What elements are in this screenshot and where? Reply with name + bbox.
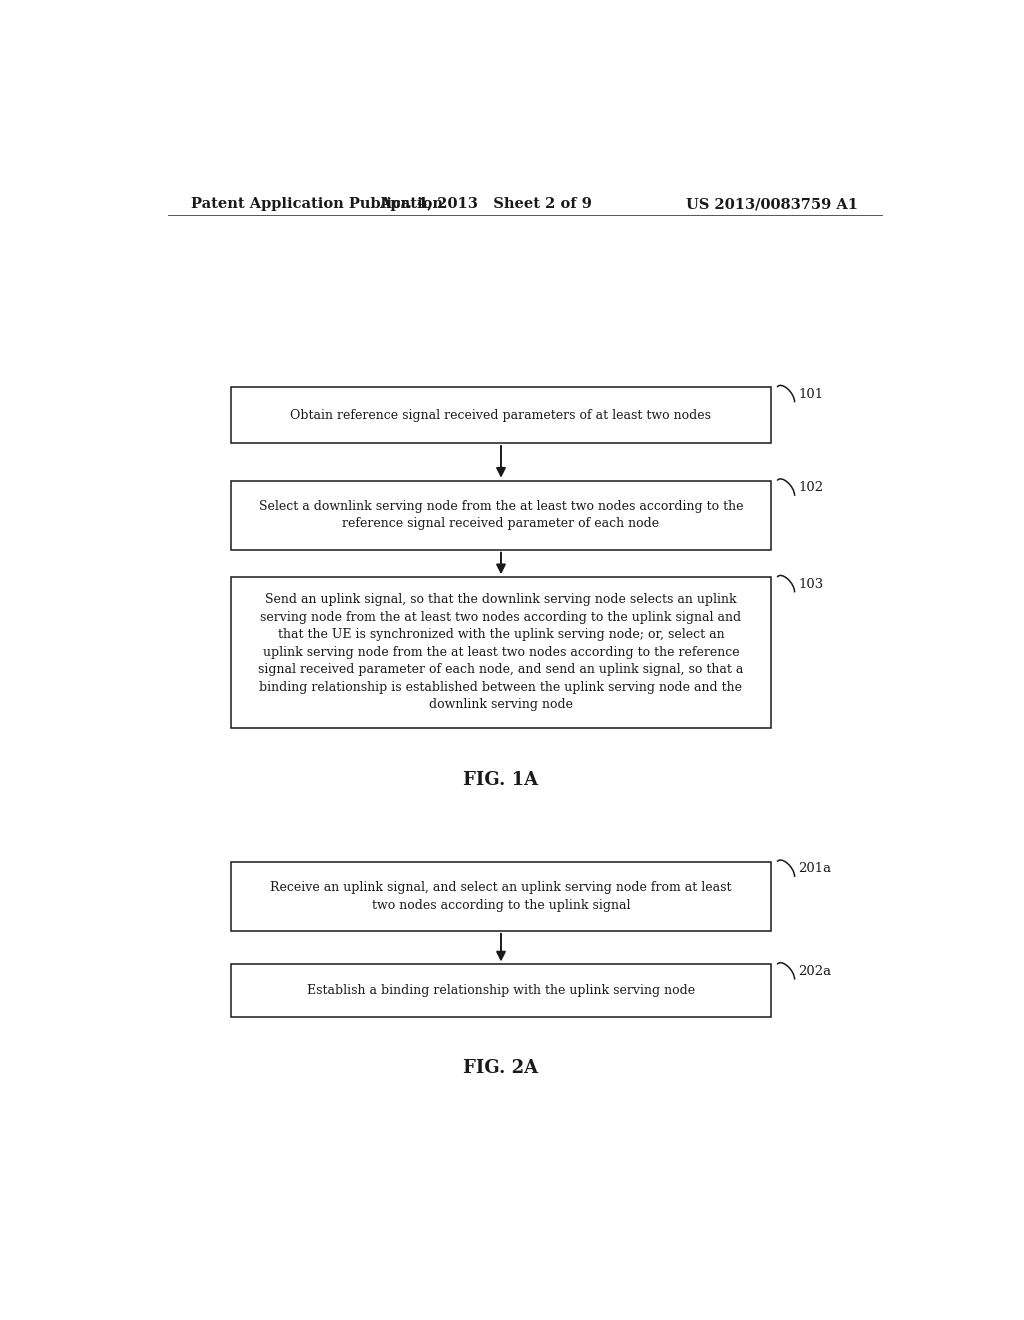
Text: 202a: 202a (799, 965, 831, 978)
Text: 102: 102 (799, 482, 823, 494)
Text: Patent Application Publication: Patent Application Publication (191, 197, 443, 211)
Text: 101: 101 (799, 388, 823, 401)
Bar (231, 965, 771, 1018)
Text: Select a downlink serving node from the at least two nodes according to the
refe: Select a downlink serving node from the … (259, 500, 743, 531)
Bar (231, 862, 771, 931)
Text: Establish a binding relationship with the uplink serving node: Establish a binding relationship with th… (307, 985, 695, 998)
Text: FIG. 2A: FIG. 2A (464, 1059, 539, 1077)
Text: Apr. 4, 2013   Sheet 2 of 9: Apr. 4, 2013 Sheet 2 of 9 (379, 197, 592, 211)
Text: Receive an uplink signal, and select an uplink serving node from at least
two no: Receive an uplink signal, and select an … (270, 880, 732, 912)
Bar (231, 387, 771, 444)
Text: Obtain reference signal received parameters of at least two nodes: Obtain reference signal received paramet… (291, 409, 712, 421)
Text: Send an uplink signal, so that the downlink serving node selects an uplink
servi: Send an uplink signal, so that the downl… (258, 594, 743, 711)
Text: 201a: 201a (799, 862, 831, 875)
Text: FIG. 1A: FIG. 1A (464, 771, 539, 789)
Text: US 2013/0083759 A1: US 2013/0083759 A1 (686, 197, 858, 211)
Bar (231, 577, 771, 727)
Bar (231, 480, 771, 549)
Text: 103: 103 (799, 578, 824, 591)
